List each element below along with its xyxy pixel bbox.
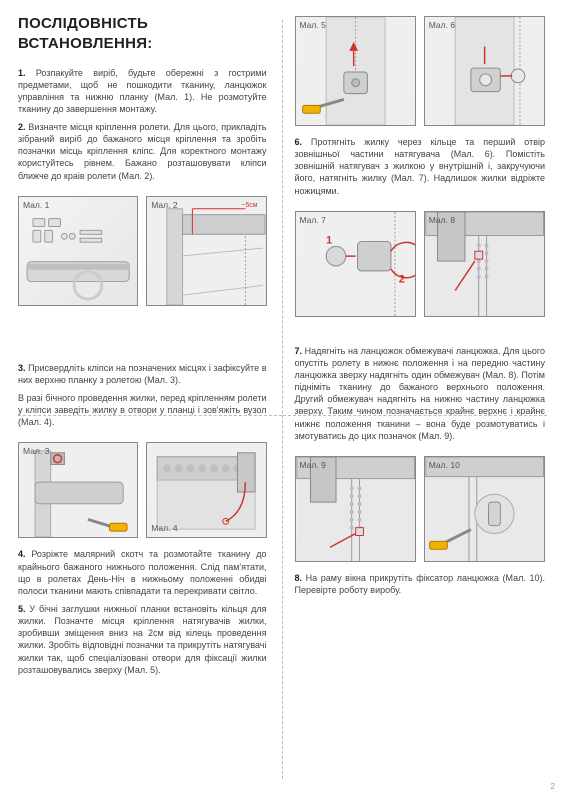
svg-text:1: 1 bbox=[326, 234, 332, 246]
step-number: 3. bbox=[18, 363, 28, 373]
instruction-step: 1. Розпакуйте виріб, будьте обережні з г… bbox=[18, 67, 267, 116]
spacer bbox=[295, 317, 546, 345]
figure-row: Мал. 3 Мал. 4 bbox=[18, 442, 267, 538]
instruction-step: 5. У бічні заглушки нижньої планки встан… bbox=[18, 603, 267, 676]
figure-mal-8: Мал. 8 bbox=[424, 211, 545, 317]
step-number: 5. bbox=[18, 604, 29, 614]
figure-mal-7: Мал. 7 1 2 bbox=[295, 211, 416, 317]
step-number: 1. bbox=[18, 68, 36, 78]
svg-text:~5см: ~5см bbox=[242, 202, 258, 209]
figure-mal-4: Мал. 4 bbox=[146, 442, 266, 538]
step-text: У бічні заглушки нижньої планки встанові… bbox=[18, 604, 267, 675]
instruction-step: 7. Надягніть на ланцюжок обмежувачі ланц… bbox=[295, 345, 546, 442]
steps-block: 4. Розріжте малярний скотч та розмотайте… bbox=[18, 548, 267, 681]
figure-mal-1: Мал. 1 bbox=[18, 196, 138, 306]
right-column: Мал. 5 Мал. 6 bbox=[283, 0, 565, 799]
spacer bbox=[18, 306, 267, 362]
figure-mal-9: Мал. 9 bbox=[295, 456, 416, 562]
step-text: Визначте місця кріплення ролети. Для цьо… bbox=[18, 122, 267, 181]
vertical-divider bbox=[282, 20, 283, 779]
step-text: На раму вікна прикрутіть фіксатор ланцюж… bbox=[295, 573, 546, 595]
page-title: ПОСЛІДОВНІСТЬ ВСТАНОВЛЕННЯ: bbox=[18, 14, 267, 55]
step-text: В разі бічного проведення жилки, перед к… bbox=[18, 393, 267, 427]
instruction-step: В разі бічного проведення жилки, перед к… bbox=[18, 392, 267, 428]
step-text: Протягніть жилку через кільце та перший … bbox=[295, 137, 546, 196]
instruction-step: 3. Присвердліть кліпси на позначених міс… bbox=[18, 362, 267, 386]
steps-block: 7. Надягніть на ланцюжок обмежувачі ланц… bbox=[295, 345, 546, 448]
step-number: 4. bbox=[18, 549, 31, 559]
step-number: 7. bbox=[295, 346, 305, 356]
steps-block: 1. Розпакуйте виріб, будьте обережні з г… bbox=[18, 67, 267, 188]
steps-block: 3. Присвердліть кліпси на позначених міс… bbox=[18, 362, 267, 435]
figure-mal-2: Мал. 2 ~5см bbox=[146, 196, 266, 306]
figure-row: Мал. 9 Мал. 10 bbox=[295, 456, 546, 562]
figure-mal-5: Мал. 5 bbox=[295, 16, 416, 126]
step-text: Присвердліть кліпси на позначених місцях… bbox=[18, 363, 267, 385]
figure-row: Мал. 5 Мал. 6 bbox=[295, 16, 546, 126]
step-number: 2. bbox=[18, 122, 28, 132]
instruction-step: 8. На раму вікна прикрутіть фіксатор лан… bbox=[295, 572, 546, 596]
instruction-step: 4. Розріжте малярний скотч та розмотайте… bbox=[18, 548, 267, 597]
step-number: 6. bbox=[295, 137, 311, 147]
steps-block: 6. Протягніть жилку через кільце та перш… bbox=[295, 136, 546, 203]
horizontal-divider-left bbox=[18, 415, 282, 416]
step-text: Розпакуйте виріб, будьте обережні з гост… bbox=[18, 68, 267, 114]
instruction-step: 2. Визначте місця кріплення ролети. Для … bbox=[18, 121, 267, 182]
figure-mal-10: Мал. 10 bbox=[424, 456, 545, 562]
step-text: Надягніть на ланцюжок обмежувачі ланцюжк… bbox=[295, 346, 546, 441]
step-text: Розріжте малярний скотч та розмотайте тк… bbox=[18, 549, 267, 595]
figure-mal-3: Мал. 3 bbox=[18, 442, 138, 538]
svg-text:2: 2 bbox=[398, 273, 404, 285]
steps-block: 8. На раму вікна прикрутіть фіксатор лан… bbox=[295, 572, 546, 602]
instruction-step: 6. Протягніть жилку через кільце та перш… bbox=[295, 136, 546, 197]
figure-row: Мал. 1 bbox=[18, 196, 267, 306]
figure-row: Мал. 7 1 2 Мал. 8 bbox=[295, 211, 546, 317]
horizontal-divider-right bbox=[283, 415, 547, 416]
left-column: ПОСЛІДОВНІСТЬ ВСТАНОВЛЕННЯ: 1. Розпакуйт… bbox=[0, 0, 283, 799]
step-number: 8. bbox=[295, 573, 306, 583]
figure-mal-6: Мал. 6 bbox=[424, 16, 545, 126]
page-number: 2 bbox=[551, 782, 555, 793]
